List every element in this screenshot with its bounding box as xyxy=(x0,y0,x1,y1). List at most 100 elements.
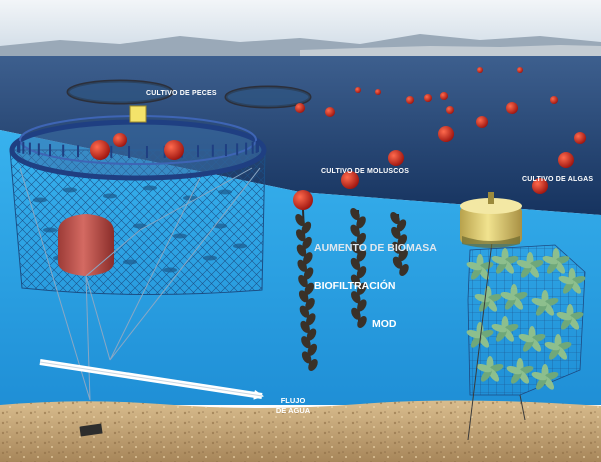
surface-buoy xyxy=(440,92,448,100)
mussel xyxy=(301,351,312,364)
algae-cluster xyxy=(500,284,528,310)
mussel xyxy=(356,249,367,262)
fish xyxy=(203,255,217,261)
mooring-lines xyxy=(85,167,253,277)
label-fish-farming: CULTIVO DE PECES xyxy=(146,90,217,97)
mussel xyxy=(357,316,367,328)
algae-mooring-line xyxy=(519,394,526,421)
mussel xyxy=(398,249,408,262)
algae-leaf xyxy=(466,261,482,271)
fish xyxy=(173,233,187,239)
algae-leaf xyxy=(491,323,507,333)
algae-net xyxy=(468,245,585,395)
algae-cluster xyxy=(506,358,534,384)
algae-cluster xyxy=(516,252,544,278)
mussel xyxy=(391,241,402,254)
mussel xyxy=(392,256,403,269)
algae-cluster xyxy=(544,334,572,360)
water-flow-arrow-shadow xyxy=(39,361,263,397)
mussel xyxy=(350,224,360,237)
mussel xyxy=(299,305,310,318)
algae-float-fouling xyxy=(462,236,520,248)
surface-buoy xyxy=(477,67,483,73)
mussel xyxy=(303,267,314,280)
cage-buoy xyxy=(90,140,110,160)
algae-float-beacon xyxy=(488,192,494,204)
fish xyxy=(143,185,157,191)
surface-buoy xyxy=(375,89,381,95)
mussel xyxy=(297,259,307,272)
mussel-buoy xyxy=(293,190,313,210)
mussel xyxy=(296,244,307,257)
algae-float-top xyxy=(460,198,522,214)
mussel xyxy=(391,226,401,239)
fish xyxy=(133,223,147,229)
algae-leaf xyxy=(531,371,547,381)
cage-buoy xyxy=(164,140,184,160)
surface-buoy xyxy=(341,171,359,189)
mussel xyxy=(351,307,361,320)
surface-buoy xyxy=(406,96,414,104)
mussel xyxy=(303,252,313,265)
mussel xyxy=(307,343,318,356)
mooring-lines xyxy=(19,167,261,401)
surface-buoy xyxy=(558,152,574,168)
mussel xyxy=(350,208,360,220)
algae-cluster xyxy=(531,290,559,316)
label-mollusc-farming: CULTIVO DE MOLUSCOS xyxy=(321,168,409,175)
mussel xyxy=(301,336,311,349)
algae-cluster xyxy=(518,326,546,352)
mussel xyxy=(306,313,316,326)
mussel xyxy=(298,290,309,303)
label-water-flow-line2: DE AGUA xyxy=(276,406,311,415)
label-mod: MOD xyxy=(372,318,397,330)
surface-buoy xyxy=(355,87,361,93)
mussel xyxy=(302,236,312,249)
mussel xyxy=(304,282,315,295)
surface-buoy xyxy=(476,116,488,128)
fish-cage-water xyxy=(12,122,264,178)
algae-mooring-line xyxy=(467,241,493,441)
fish xyxy=(43,227,57,233)
feeder-box xyxy=(129,105,147,123)
mussel xyxy=(300,320,310,333)
fish-cage xyxy=(9,105,267,437)
algae-cluster xyxy=(531,364,559,390)
mussel-farm xyxy=(293,190,409,371)
label-biofiltration: BIOFILTRACIÓN xyxy=(314,279,395,292)
surface-buoys xyxy=(295,67,586,194)
surface-buoy xyxy=(388,150,404,166)
mussel xyxy=(356,266,367,279)
algae-farm xyxy=(460,192,586,441)
label-algae-farming: CULTIVO DE ALGAS xyxy=(522,176,593,183)
surface-buoy xyxy=(506,102,518,114)
algae-leaf xyxy=(531,297,547,307)
cage-buoy xyxy=(113,133,127,147)
fish xyxy=(103,193,117,199)
fish xyxy=(63,187,77,193)
mussel xyxy=(397,234,408,247)
algae-cluster xyxy=(476,356,504,382)
algae-leaf xyxy=(500,291,516,301)
mussel xyxy=(301,221,312,234)
mussel xyxy=(356,232,366,245)
distant-coastline xyxy=(300,45,601,56)
fish xyxy=(123,259,137,265)
fish xyxy=(218,189,232,195)
fish xyxy=(163,267,177,273)
anchor-block xyxy=(79,423,103,437)
mussel xyxy=(295,214,305,226)
algae-leaf xyxy=(506,365,522,375)
surface-buoy xyxy=(325,107,335,117)
algae-cluster xyxy=(542,248,570,274)
label-water-flow-line1: FLUJO xyxy=(281,396,306,405)
fish xyxy=(213,223,227,229)
algae-cluster xyxy=(558,268,586,294)
surface-buoy xyxy=(446,106,454,114)
mussel xyxy=(356,282,367,295)
algae-leaf xyxy=(491,255,507,265)
algae-leaf xyxy=(544,341,560,351)
mussel xyxy=(351,291,361,304)
algae-cluster xyxy=(491,248,519,274)
